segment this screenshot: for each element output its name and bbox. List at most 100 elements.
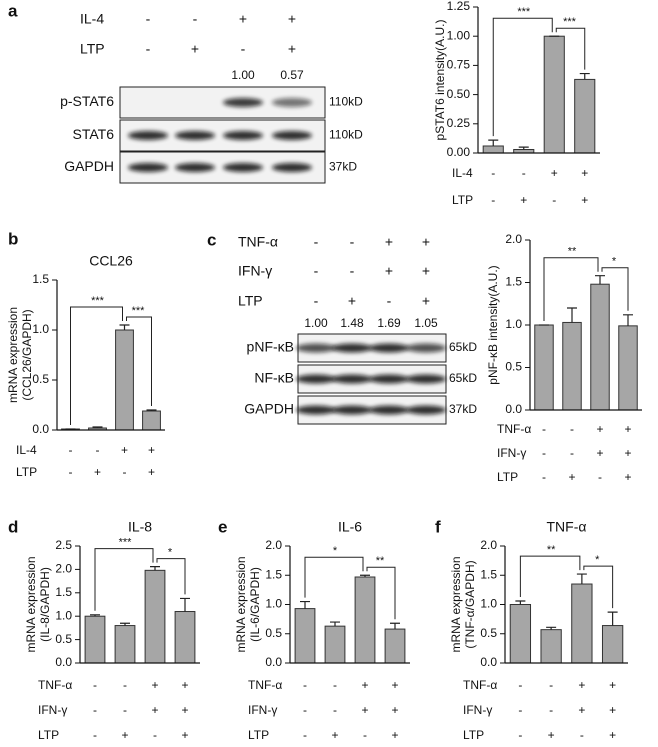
band [369,374,409,384]
condition-sign: + [151,678,158,692]
significance-bracket [583,565,614,609]
panel-letter: c [207,230,216,249]
condition-sign: + [391,728,398,742]
error-bar [330,621,340,627]
condition-sign: + [348,293,356,309]
condition-sign: + [422,263,430,279]
error-bar [90,614,100,617]
chart-title: IL-8 [128,519,152,535]
y-tick-label: 1.5 [505,275,522,289]
significance-bracket [519,555,581,597]
row-label: GAPDH [64,158,114,174]
condition-sign: - [303,678,307,692]
condition-sign: - [314,263,319,279]
condition-name: LTP [80,41,105,57]
error-bar [607,611,618,626]
quantification: 1.48 [340,316,364,330]
y-tick-label: 1.0 [505,317,522,331]
condition-sign: - [350,263,355,279]
y-tick-label: 0.25 [447,116,471,130]
significance-label: *** [563,16,577,28]
band [175,163,215,172]
condition-name: LTP [248,728,269,742]
band [296,405,336,415]
quantification: 1.05 [414,316,438,330]
condition-name: TNF-α [238,234,278,250]
condition-sign: + [624,470,631,484]
band [406,374,446,384]
band [369,343,409,353]
significance-bracket [94,548,154,611]
y-axis-label: (CCL26/GAPDH) [20,309,34,400]
condition-sign: - [387,293,392,309]
row-size: 65kD [449,371,477,385]
y-tick-label: 1.0 [32,322,49,336]
chart-title: CCL26 [89,253,133,269]
band [223,163,263,172]
condition-sign: - [69,443,73,457]
y-tick-label: 0.0 [505,402,522,416]
bar [354,576,376,664]
condition-sign: + [609,728,616,742]
condition-sign: + [391,703,398,717]
y-axis-label: (IL-6/GAPDH) [248,567,262,642]
bar [571,583,593,664]
condition-sign: + [548,728,555,742]
y-tick-label: 1.5 [32,272,49,286]
quantification: 1.00 [304,316,328,330]
error-bar [146,409,157,411]
error-bar [623,314,633,326]
condition-sign: + [568,470,575,484]
bar [543,35,565,154]
condition-sign: + [609,678,616,692]
condition-sign: - [570,422,574,436]
condition-sign: - [333,703,337,717]
condition-sign: + [578,678,585,692]
condition-sign: + [288,11,296,27]
condition-sign: - [350,234,355,250]
condition-sign: - [123,465,127,479]
bar [384,628,406,664]
y-tick-label: 1.0 [265,597,282,611]
error-bar [546,626,557,630]
band [406,405,446,415]
condition-sign: - [146,11,151,27]
significance-label: * [612,256,617,268]
band [296,374,336,384]
band [332,374,372,384]
significance-label: *** [119,536,133,548]
condition-sign: + [578,703,585,717]
error-bar [300,600,310,609]
error-bar [488,139,499,146]
bar [324,625,346,664]
condition-sign: - [96,443,100,457]
condition-sign: - [552,193,556,207]
y-tick-label: 0.0 [32,422,49,436]
condition-sign: - [303,703,307,717]
y-axis-label: (IL-8/GAPDH) [38,567,52,642]
condition-sign: + [181,678,188,692]
condition-name: TNF-α [497,422,531,436]
chart-title: IL-6 [338,519,362,535]
bar [574,78,596,154]
y-tick-label: 0.00 [447,145,471,159]
significance-label: ** [376,555,385,567]
y-tick-label: 0.0 [480,655,497,669]
significance-label: ** [568,246,577,258]
error-bar [579,72,590,80]
condition-sign: + [581,193,588,207]
condition-sign: - [522,166,526,180]
significance-bracket [156,558,186,595]
condition-sign: - [69,465,73,479]
row-size: 37kD [329,160,357,174]
y-tick-label: 1.00 [447,28,471,42]
condition-name: TNF-α [38,678,72,692]
significance-label: ** [547,544,556,556]
panel-letter: b [8,229,18,248]
row-size: 37kD [449,402,477,416]
error-bar [515,600,526,605]
condition-sign: + [121,728,128,742]
band [406,343,446,353]
bar [114,625,136,664]
condition-sign: - [333,678,337,692]
